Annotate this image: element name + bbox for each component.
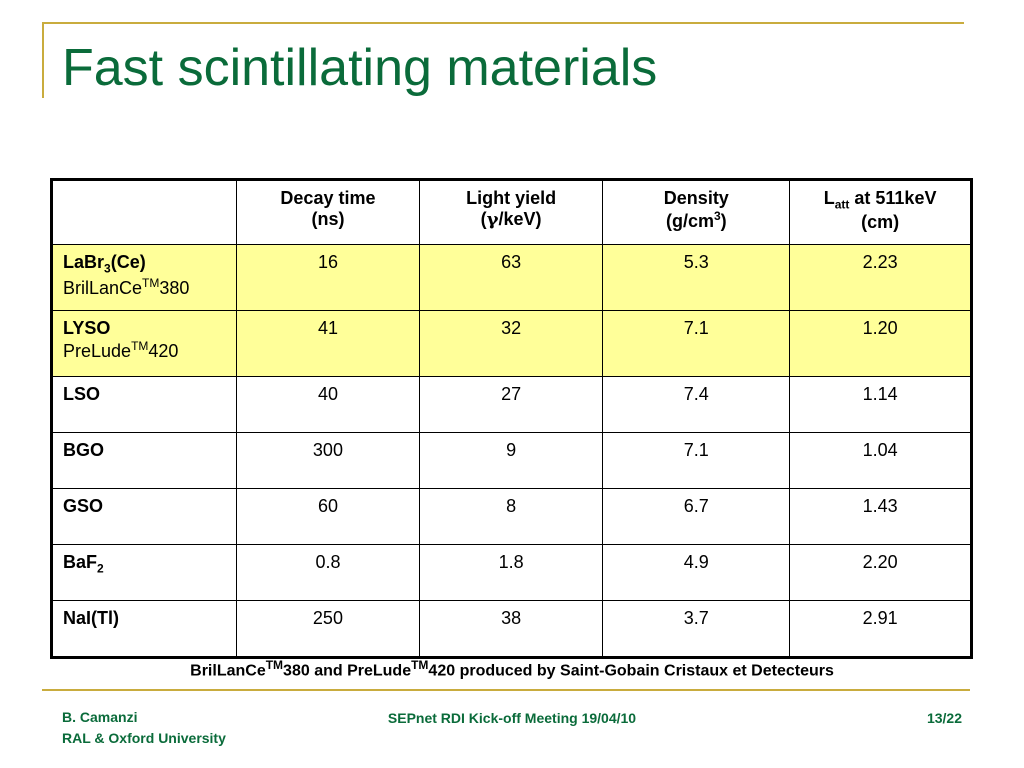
slide-title: Fast scintillating materials xyxy=(62,39,658,97)
material-cell: LaBr3(Ce) BrilLanCeTM380 xyxy=(50,244,238,311)
table-header-row: Decay time (ns) Light yield (γ/keV) Dens… xyxy=(50,179,972,245)
decay-cell: 0.8 xyxy=(236,544,420,601)
material-cell: NaI(Tl) xyxy=(50,600,238,658)
decay-cell: 40 xyxy=(236,376,420,433)
density-cell: 3.7 xyxy=(602,600,791,658)
material-cell: BGO xyxy=(50,432,238,489)
left-border-line xyxy=(42,22,44,98)
latt-cell: 1.04 xyxy=(789,432,972,489)
table-row-baf2: BaF2 0.8 1.8 4.9 2.20 xyxy=(50,544,972,601)
material-cell: BaF2 xyxy=(50,544,238,601)
latt-cell: 2.20 xyxy=(789,544,972,601)
top-border-line xyxy=(42,22,964,24)
table-row-labr3: LaBr3(Ce) BrilLanCeTM380 16 63 5.3 2.23 xyxy=(50,244,972,311)
decay-cell: 250 xyxy=(236,600,420,658)
table-footnote: BrilLanCeTM380 and PreLudeTM420 produced… xyxy=(190,658,834,680)
yield-cell: 32 xyxy=(418,310,604,377)
yield-cell: 27 xyxy=(418,376,604,433)
table-row-bgo: BGO 300 9 7.1 1.04 xyxy=(50,432,972,489)
decay-cell: 60 xyxy=(236,488,420,545)
yield-cell: 9 xyxy=(418,432,604,489)
footer-event: SEPnet RDI Kick-off Meeting 19/04/10 xyxy=(387,710,637,726)
material-cell: LSO xyxy=(50,376,238,433)
yield-cell: 8 xyxy=(418,488,604,545)
header-empty xyxy=(50,179,238,245)
material-cell: LYSO PreLudeTM420 xyxy=(50,310,238,377)
yield-cell: 1.8 xyxy=(418,544,604,601)
density-cell: 4.9 xyxy=(602,544,791,601)
latt-cell: 1.14 xyxy=(789,376,972,433)
yield-cell: 38 xyxy=(418,600,604,658)
scintillator-table: Decay time (ns) Light yield (γ/keV) Dens… xyxy=(50,178,973,659)
density-cell: 6.7 xyxy=(602,488,791,545)
footer-divider xyxy=(42,689,970,691)
density-cell: 7.4 xyxy=(602,376,791,433)
density-cell: 7.1 xyxy=(602,310,791,377)
header-attenuation-length: Latt at 511keV (cm) xyxy=(789,179,972,245)
yield-cell: 63 xyxy=(418,244,604,311)
header-light-yield: Light yield (γ/keV) xyxy=(418,179,604,245)
decay-cell: 300 xyxy=(236,432,420,489)
table-row-nai: NaI(Tl) 250 38 3.7 2.91 xyxy=(50,600,972,658)
decay-cell: 16 xyxy=(236,244,420,311)
latt-cell: 1.20 xyxy=(789,310,972,377)
gamma-symbol: γ xyxy=(486,209,499,230)
density-cell: 5.3 xyxy=(602,244,791,311)
header-decay-time: Decay time (ns) xyxy=(236,179,420,245)
footer-author: B. Camanzi xyxy=(62,709,138,725)
footer-author-block: B. Camanzi RAL & Oxford University xyxy=(62,707,226,749)
footer-affiliation: RAL & Oxford University xyxy=(62,730,226,746)
footer-page-number: 13/22 xyxy=(926,710,962,726)
table-row-gso: GSO 60 8 6.7 1.43 xyxy=(50,488,972,545)
header-density: Density (g/cm3) xyxy=(602,179,791,245)
table-row-lyso: LYSO PreLudeTM420 41 32 7.1 1.20 xyxy=(50,310,972,377)
density-cell: 7.1 xyxy=(602,432,791,489)
latt-cell: 2.23 xyxy=(789,244,972,311)
table-row-lso: LSO 40 27 7.4 1.14 xyxy=(50,376,972,433)
decay-cell: 41 xyxy=(236,310,420,377)
latt-cell: 2.91 xyxy=(789,600,972,658)
material-cell: GSO xyxy=(50,488,238,545)
latt-cell: 1.43 xyxy=(789,488,972,545)
